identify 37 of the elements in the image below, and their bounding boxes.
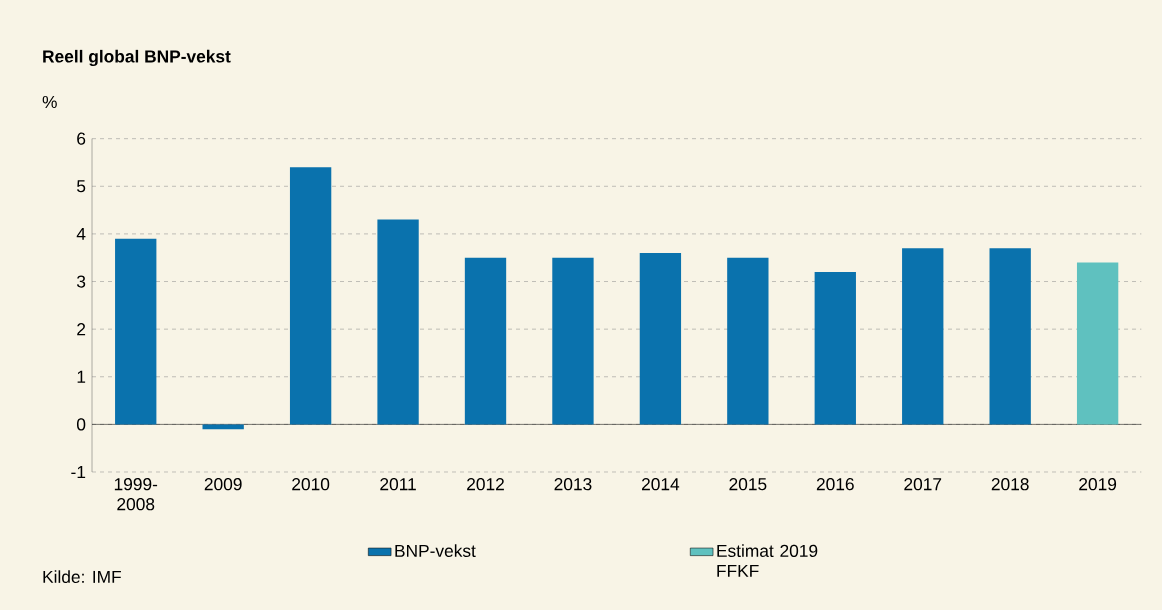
bar: [377, 219, 419, 425]
x-tick-label: 2019: [1079, 478, 1117, 491]
bar: [1076, 262, 1119, 425]
x-tick-label: 2014: [642, 478, 680, 491]
y-tick-label: 4: [76, 227, 86, 240]
y-tick-label: 0: [76, 418, 86, 431]
bar: [202, 424, 244, 430]
x-tick-label: 2009: [204, 478, 242, 491]
bar: [115, 238, 157, 425]
bar: [902, 248, 944, 425]
bar: [289, 167, 332, 425]
y-tick-label: 1: [77, 370, 86, 383]
bar: [814, 272, 856, 425]
x-tick-label: 2018: [991, 478, 1029, 491]
y-axis-title: %: [42, 95, 57, 109]
legend-label: Estimat 2019 FFKF: [717, 544, 818, 577]
bar: [464, 257, 507, 425]
x-tick-label: 2012: [467, 478, 504, 491]
y-tick-label: 6: [77, 132, 86, 145]
y-tick-label: 3: [76, 275, 86, 288]
x-tick-label: 2013: [554, 478, 592, 491]
y-tick-label: 5: [77, 180, 86, 193]
x-tick-label: 2015: [729, 478, 767, 491]
y-tick-label: 2: [77, 323, 86, 336]
x-tick-label: 2016: [816, 478, 854, 491]
x-tick-label: 2017: [904, 478, 942, 491]
y-tick-label: -1: [71, 466, 86, 478]
bar: [989, 248, 1031, 425]
x-tick-label: 2011: [380, 478, 416, 491]
bar: [639, 252, 682, 425]
legend-label: BNP-vekst: [395, 544, 476, 557]
bar: [552, 257, 594, 425]
bar: [727, 257, 769, 425]
chart-title: Reell global BNP-vekst: [43, 49, 231, 67]
x-tick-label: 2010: [292, 478, 330, 491]
x-tick-label: 1999-2008: [114, 478, 158, 511]
text: Kilde: IMF: [43, 570, 121, 584]
